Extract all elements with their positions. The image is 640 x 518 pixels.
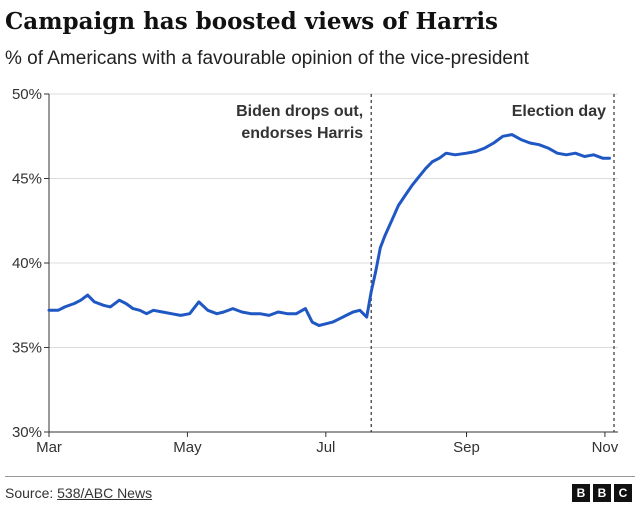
x-tick-label: Sep (453, 439, 480, 456)
annotations: Biden drops out, endorses Harris Election … (236, 94, 615, 432)
chart-title: Campaign has boosted views of Harris (5, 8, 499, 35)
series-layer (47, 133, 611, 327)
y-tick-label: 30% (12, 424, 42, 441)
x-tick-label: May (173, 439, 202, 456)
source-note: Source: 538/ABC News (5, 485, 152, 501)
series-line (47, 133, 611, 327)
y-tick-label: 35% (12, 340, 42, 357)
bbc-logo-letter: B (593, 484, 611, 502)
bbc-logo-letter: C (614, 484, 632, 502)
gridlines (49, 93, 618, 348)
annotation-label: Biden drops out, (236, 103, 363, 120)
annotation-label: endorses Harris (241, 125, 363, 142)
source-prefix: Source: (5, 485, 58, 501)
footer-divider (5, 476, 635, 477)
y-tick-label: 45% (12, 171, 42, 188)
x-tick-label: Mar (36, 439, 62, 456)
x-tick-label: Jul (316, 439, 335, 456)
y-tick-label: 40% (12, 255, 42, 272)
bbc-logo-letter: B (572, 484, 590, 502)
y-tick-label: 50% (12, 86, 42, 103)
chart-subtitle: % of Americans with a favourable opinion… (5, 48, 529, 69)
line-chart: 30% 35% 40% 45% 50% Mar May Jul Sep Nov Biden dro… (12, 86, 619, 456)
axes: 30% 35% 40% 45% 50% Mar May Jul Sep Nov (12, 86, 619, 456)
bbc-logo: B B C (572, 484, 632, 502)
source-link[interactable]: 538/ABC News (57, 485, 153, 501)
annotation-label: Election day (512, 103, 606, 120)
x-tick-label: Nov (592, 439, 619, 456)
